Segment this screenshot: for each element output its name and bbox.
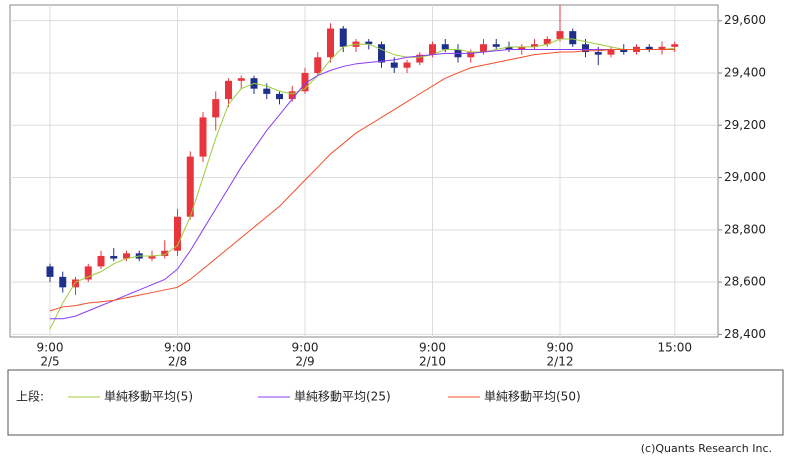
candle-body (671, 44, 679, 47)
candle-body (72, 279, 79, 288)
candle-body (480, 44, 487, 53)
candle-body (237, 78, 245, 81)
y-tick-label: 28,600 (724, 275, 766, 289)
candle-body (441, 44, 449, 50)
candle-body (569, 31, 577, 45)
y-tick-label: 29,400 (724, 65, 766, 79)
y-tick-label: 29,600 (724, 13, 766, 27)
x-date-label: 2/9 (295, 355, 314, 369)
ma-line (49, 38, 675, 330)
x-date-label: 2/8 (168, 355, 187, 369)
y-tick-label: 28,400 (724, 327, 766, 341)
candle-body (301, 72, 309, 92)
candle-body (212, 99, 220, 118)
legend-title: 上段: (16, 389, 44, 404)
candle-body (339, 28, 347, 47)
x-tick-label: 9:00 (419, 341, 446, 355)
candle-body (97, 255, 105, 267)
candle-body (186, 156, 194, 217)
x-date-label: 2/12 (547, 355, 574, 369)
candle-body (327, 28, 334, 58)
candle-body (467, 52, 475, 58)
candle-body (620, 49, 628, 53)
y-tick-label: 29,200 (724, 118, 766, 132)
x-tick-label: 9:00 (292, 341, 319, 355)
x-tick-label: 9:00 (37, 341, 64, 355)
candle-body (314, 57, 322, 73)
candle-body (199, 117, 207, 157)
candle-body (645, 46, 653, 50)
candle-body (365, 41, 373, 45)
candle-body (531, 44, 538, 47)
candle-body (288, 91, 296, 100)
candle-body (110, 255, 118, 259)
candle-body (543, 38, 551, 45)
x-tick-label: 9:00 (164, 341, 191, 355)
candle-body (46, 266, 54, 277)
candle-body (658, 46, 666, 50)
candle-body (518, 46, 526, 50)
candle-body (556, 31, 564, 39)
candle-body (59, 276, 67, 288)
candle-body (84, 266, 92, 280)
ma-line (49, 48, 675, 312)
candle-body (429, 44, 436, 55)
candle-body (492, 44, 500, 47)
candle-body (416, 54, 424, 63)
candle-body (161, 250, 169, 256)
legend-box (7, 369, 784, 436)
candle-body (607, 49, 615, 55)
candle-body (505, 46, 513, 50)
candle-body (594, 52, 602, 55)
x-tick-label: 15:00 (657, 341, 692, 355)
candle-body (582, 44, 589, 53)
candle-body (276, 93, 283, 100)
candle-body (225, 80, 232, 100)
candle-body (378, 44, 385, 63)
candle-body (403, 62, 411, 68)
legend-label: 単純移動平均(50) (484, 390, 581, 404)
credit: (c)Quants Research Inc. (641, 442, 772, 455)
ma-line (50, 48, 675, 320)
legend-label: 単純移動平均(5) (104, 390, 193, 404)
x-date-label: 2/10 (419, 355, 446, 369)
candle-body (123, 253, 130, 259)
plot-frame (9, 4, 719, 338)
candle-body (263, 88, 271, 94)
x-date-label: 2/5 (40, 355, 59, 369)
candle-body (390, 62, 398, 68)
legend-label: 単純移動平均(25) (294, 390, 391, 404)
candle-body (148, 255, 156, 259)
y-tick-label: 28,800 (724, 222, 766, 236)
y-tick-label: 29,000 (724, 170, 766, 184)
candle-body (174, 216, 181, 251)
x-tick-label: 9:00 (547, 341, 574, 355)
